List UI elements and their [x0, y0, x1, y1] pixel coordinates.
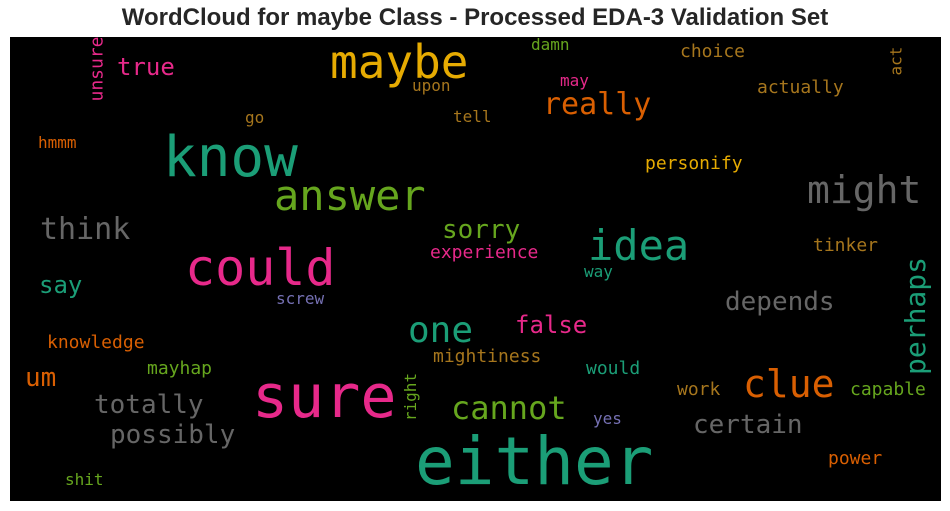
word-certain: certain — [693, 412, 803, 438]
word-actually: actually — [757, 79, 844, 97]
word-idea: idea — [588, 225, 689, 267]
word-um: um — [25, 365, 56, 391]
word-depends: depends — [725, 289, 835, 315]
word-either: either — [415, 429, 653, 495]
word-cannot: cannot — [451, 392, 567, 424]
word-right: right — [403, 373, 419, 421]
word-sure: sure — [252, 367, 397, 427]
word-work: work — [677, 381, 720, 399]
word-may: may — [560, 73, 589, 89]
word-knowledge: knowledge — [47, 334, 145, 352]
wordcloud-canvas: either sure know could maybe answer idea might c… — [10, 37, 941, 501]
word-way: way — [584, 264, 613, 280]
word-unsure: unsure — [89, 37, 107, 102]
word-say: say — [39, 273, 82, 297]
word-screw: screw — [276, 291, 324, 307]
word-shit: shit — [65, 472, 104, 488]
word-sorry: sorry — [442, 217, 520, 243]
chart-title: WordCloud for maybe Class - Processed ED… — [0, 4, 950, 32]
word-possibly: possibly — [110, 422, 235, 448]
word-go: go — [245, 110, 264, 126]
word-totally: totally — [94, 392, 204, 418]
word-could: could — [185, 243, 336, 293]
word-choice: choice — [680, 43, 745, 61]
word-answer: answer — [274, 175, 426, 217]
word-perhaps: perhaps — [902, 257, 930, 375]
word-yes: yes — [593, 411, 622, 427]
word-really: really — [543, 90, 651, 120]
word-tell: tell — [453, 109, 492, 125]
word-hmmm: hmmm — [38, 135, 77, 151]
word-personify: personify — [645, 155, 743, 173]
word-damn: damn — [531, 37, 570, 53]
word-clue: clue — [743, 365, 835, 403]
word-true: true — [117, 55, 175, 79]
word-false: false — [515, 313, 587, 337]
word-tinker: tinker — [813, 237, 878, 255]
word-mightiness: mightiness — [433, 348, 541, 366]
word-mayhap: mayhap — [147, 360, 212, 378]
word-act: act — [888, 47, 904, 76]
word-think: think — [40, 215, 130, 245]
word-power: power — [828, 450, 882, 468]
word-capable: capable — [850, 381, 926, 399]
word-upon: upon — [412, 78, 451, 94]
word-one: one — [408, 313, 473, 349]
word-experience: experience — [430, 244, 538, 262]
word-might: might — [807, 171, 921, 209]
word-would: would — [586, 360, 640, 378]
